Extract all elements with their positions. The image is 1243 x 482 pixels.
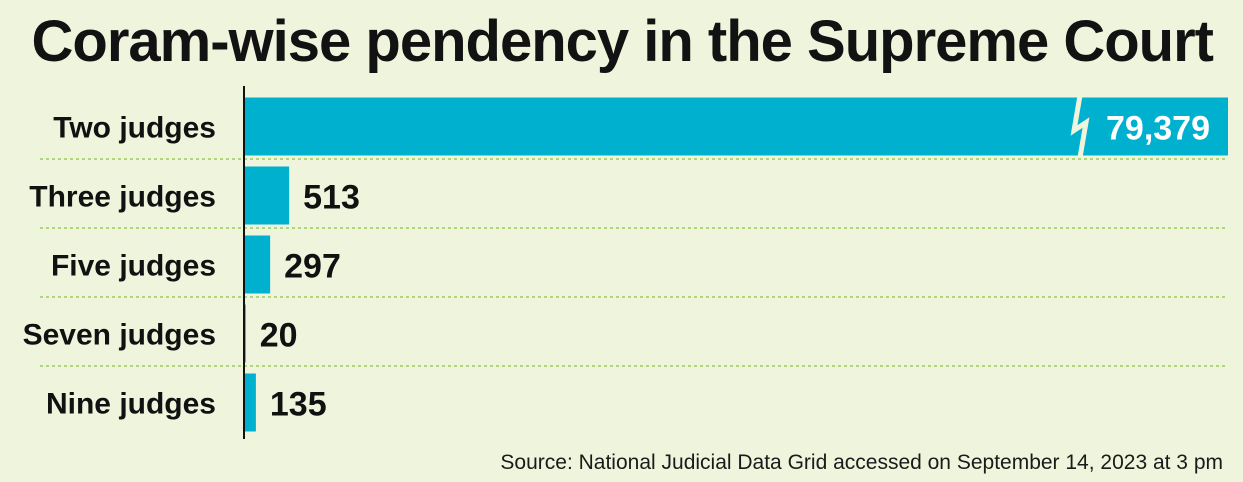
data-label: 20 [260, 317, 298, 355]
bar [244, 166, 290, 225]
bar [244, 235, 271, 294]
category-label: Nine judges [46, 388, 216, 421]
data-label: 79,379 [1106, 110, 1210, 148]
data-label: 513 [303, 179, 360, 217]
chart-title: Coram-wise pendency in the Supreme Court [31, 9, 1214, 74]
category-label: Five judges [51, 250, 216, 283]
data-label: 297 [284, 248, 341, 286]
bars [244, 95, 1228, 432]
bar [244, 373, 256, 432]
data-label: 135 [270, 386, 327, 424]
axis-break-mark [1070, 95, 1090, 158]
category-label: Two judges [53, 112, 216, 145]
category-label: Three judges [29, 181, 216, 214]
category-label: Seven judges [23, 319, 216, 352]
bar [244, 97, 1228, 156]
labels: Two judges 79,379 Three judges 513 Five judg… [23, 110, 1210, 424]
gridlines [40, 158, 1228, 367]
source-note: Source: National Judicial Data Grid acce… [500, 451, 1223, 474]
